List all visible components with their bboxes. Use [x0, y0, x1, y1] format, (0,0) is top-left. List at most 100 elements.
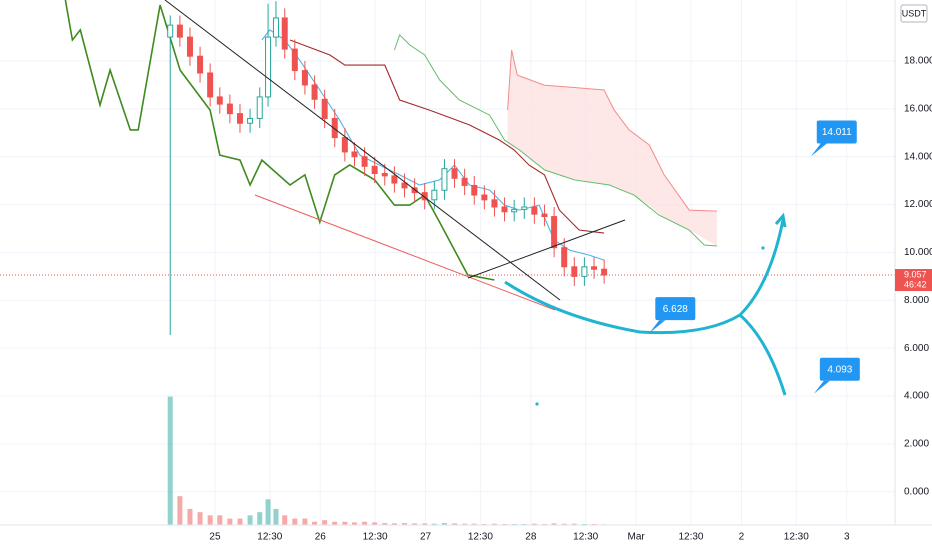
candle-body — [531, 206, 538, 215]
volume-bar — [237, 518, 243, 525]
candle-body — [341, 137, 348, 153]
volume-bar — [452, 523, 458, 525]
candle-body — [521, 206, 528, 210]
candle-body — [571, 266, 578, 277]
candle-body — [236, 113, 243, 124]
volume-bar — [551, 523, 557, 525]
forecast-curve — [504, 219, 785, 335]
candle-body — [441, 168, 448, 191]
volume-bar — [265, 499, 271, 525]
y-tick-label: 12.000 — [904, 199, 932, 210]
dot — [761, 246, 765, 250]
x-tick-label: 12:30 — [468, 532, 493, 543]
volume-bar — [302, 518, 308, 525]
x-tick-label: 2 — [739, 532, 745, 543]
countdown-label: 46:42 — [904, 279, 927, 289]
candles — [167, 1, 608, 336]
candle-body — [301, 70, 308, 86]
y-tick-label: 0.000 — [904, 486, 929, 497]
volume-bar — [491, 523, 497, 525]
candle-body — [371, 165, 378, 174]
y-tick-label: 8.000 — [904, 295, 929, 306]
y-tick-label: 10.000 — [904, 247, 932, 258]
candle-body — [291, 48, 298, 72]
currency-badge[interactable] — [900, 4, 928, 23]
volume-bar — [312, 521, 318, 525]
candle-body — [207, 72, 214, 98]
volume-bar — [322, 520, 328, 525]
candle-body — [256, 96, 263, 119]
volume-bar — [332, 521, 338, 525]
indicator-line — [393, 33, 717, 247]
y-tick-label: 6.000 — [904, 343, 929, 354]
candle-body — [431, 189, 438, 201]
callout-pointer — [649, 320, 666, 334]
candle-body — [541, 213, 548, 218]
volume-bar — [561, 523, 567, 525]
candle-body — [281, 17, 288, 50]
candle-body — [591, 266, 598, 270]
candle-body — [197, 55, 204, 74]
callout-box — [816, 120, 857, 144]
candle-body — [247, 117, 254, 124]
axes: 0.000 2.000 4.000 6.000 8.000 10.000 12.000 14.… — [209, 56, 932, 543]
x-tick-label: 28 — [525, 532, 537, 543]
candle-body — [331, 117, 338, 139]
callout-box — [655, 297, 696, 321]
candle-body — [551, 216, 558, 249]
volume-bar — [273, 508, 279, 525]
drawings — [164, 0, 787, 406]
volume-bar — [217, 515, 223, 525]
callout-pointer — [813, 380, 830, 394]
indicator-line — [64, 0, 495, 281]
volume-bar — [531, 523, 537, 525]
y-tick-label: 4.000 — [904, 391, 929, 402]
volume-bar — [391, 523, 397, 525]
volume-bar — [402, 523, 408, 525]
x-tick-label: 12:30 — [257, 532, 282, 543]
last-price-label: 9.057 — [904, 269, 927, 279]
candle-body — [421, 192, 428, 201]
forecast-curve — [739, 313, 787, 396]
candle-body — [401, 182, 408, 189]
volume-bar — [412, 523, 418, 525]
annotations: 14.011 6.628 4.093 — [649, 120, 860, 394]
forecast-arrow — [774, 212, 787, 228]
x-tick-label: 12:30 — [678, 532, 703, 543]
candle-body — [471, 184, 478, 196]
candle-body — [265, 36, 272, 98]
volume-bar — [372, 522, 378, 525]
x-tick-label: 12:30 — [573, 532, 598, 543]
dot — [535, 402, 539, 406]
currency-label: USDT — [902, 8, 927, 18]
indicators — [0, 0, 895, 281]
last-price-box — [895, 269, 932, 292]
candle-body — [461, 177, 468, 186]
candle-body — [601, 268, 608, 276]
volume-bar — [247, 515, 253, 525]
volume-bar — [362, 521, 368, 525]
candle-body — [311, 84, 318, 100]
volume-bar — [227, 518, 233, 525]
volume-bar — [197, 512, 203, 525]
trend-line — [164, 0, 561, 301]
volume-bar — [177, 496, 183, 525]
volume-bar — [422, 523, 428, 525]
volume-bar — [382, 523, 388, 525]
callout-box — [819, 357, 860, 381]
x-tick-label: 26 — [315, 532, 327, 543]
candle-body — [351, 151, 358, 158]
candle-body — [501, 206, 508, 213]
x-tick-label: 27 — [420, 532, 432, 543]
candle-body — [581, 266, 588, 277]
volume-bar — [207, 515, 213, 525]
candle-body — [481, 194, 488, 201]
x-tick-label: 12:30 — [363, 532, 388, 543]
x-tick-label: Mar — [628, 532, 646, 543]
candle-body — [511, 208, 518, 213]
candle-body — [381, 172, 388, 177]
callout-pointer — [810, 143, 827, 157]
callout-label: 14.011 — [822, 127, 852, 138]
volume-bar — [282, 515, 288, 525]
